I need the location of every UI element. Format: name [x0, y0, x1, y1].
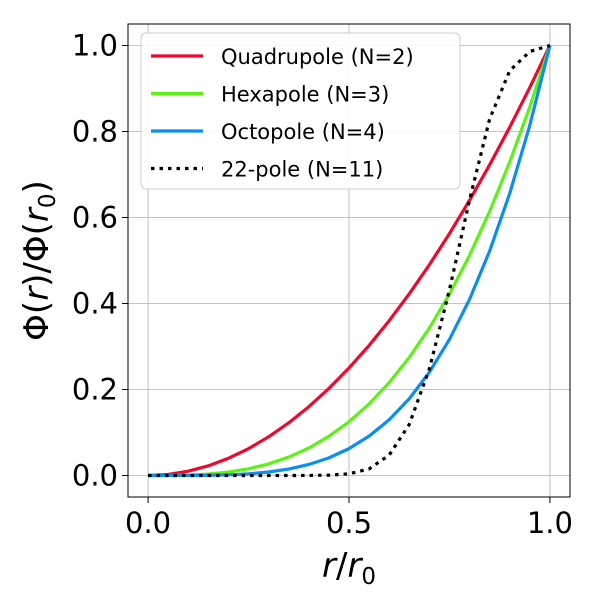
legend-label: Quadrupole (N=2)	[221, 45, 414, 69]
series-line-4	[148, 43, 551, 478]
series-line-1	[148, 44, 552, 478]
series-line-2	[148, 45, 552, 478]
series-lines	[148, 43, 552, 478]
legend-label: Octopole (N=4)	[221, 120, 385, 144]
x-tick-label: 0.0	[125, 506, 171, 540]
legend: Quadrupole (N=2) Hexapole (N=3) Octopole (…	[140, 32, 461, 190]
y-tick-label: 0.2	[72, 373, 118, 407]
y-tick-label: 0.0	[72, 459, 118, 493]
ticks: 0.0 0.5 1.0 0.0 0.2 0.4 0.6 0.8 1.0	[72, 29, 573, 541]
y-tick-label: 0.4	[72, 287, 118, 321]
series-line-3	[148, 45, 552, 478]
legend-label: 22-pole (N=11)	[221, 158, 383, 182]
x-tick-label: 1.0	[527, 506, 573, 540]
legend-box	[140, 32, 461, 190]
y-tick-label: 1.0	[72, 29, 118, 63]
y-tick-label: 0.8	[72, 115, 118, 149]
y-axis-label: Φ(r)/Φ(r0)	[17, 180, 61, 341]
x-axis-label: r/r0	[322, 546, 376, 590]
legend-label: Hexapole (N=3)	[221, 83, 389, 107]
y-tick-label: 0.6	[72, 201, 118, 235]
x-tick-label: 0.5	[326, 506, 372, 540]
